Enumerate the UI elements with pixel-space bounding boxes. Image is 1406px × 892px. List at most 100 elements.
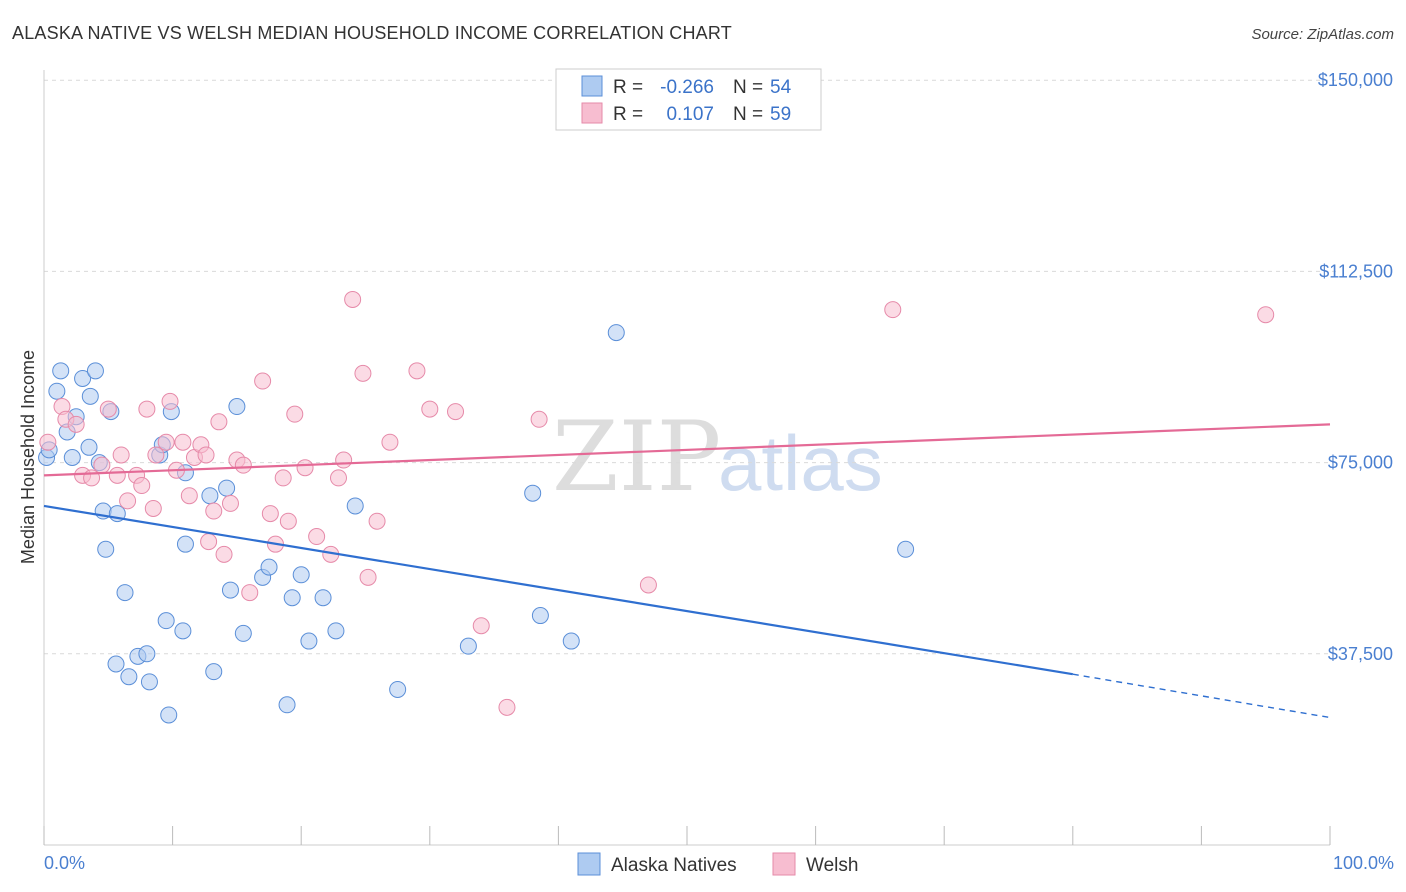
welsh-point-44: [354, 364, 372, 382]
alaska-natives-point-27: [174, 622, 192, 640]
chart-title: ALASKA NATIVE VS WELSH MEDIAN HOUSEHOLD …: [12, 23, 732, 43]
series-welsh: [39, 290, 1275, 716]
alaska-natives-point-43: [327, 622, 345, 640]
welsh-point-45: [359, 568, 377, 586]
watermark-zip: ZIP: [552, 401, 721, 513]
alaska-natives-point-51: [897, 540, 915, 558]
welsh-point-9: [112, 446, 130, 464]
legend-swatch-blue: [581, 75, 603, 97]
welsh-point-17: [161, 392, 179, 410]
chart-source: Source: ZipAtlas.com: [1251, 26, 1394, 43]
welsh-point-12: [133, 477, 151, 495]
alaska-natives-point-13: [97, 540, 115, 558]
x-ticks: [43, 826, 1331, 845]
alaska-natives-point-30: [201, 487, 219, 505]
alaska-natives-point-25: [160, 706, 178, 724]
alaska-natives-point-7: [74, 369, 92, 387]
alaska-natives-point-50: [607, 324, 625, 342]
alaska-natives-point-24: [157, 612, 175, 630]
alaska-natives-point-20: [138, 645, 156, 663]
welsh-point-8: [108, 466, 126, 484]
welsh-point-20: [180, 487, 198, 505]
welsh-point-23: [197, 446, 215, 464]
alaska-natives-point-40: [292, 566, 310, 584]
alaska-natives-point-10: [86, 362, 104, 380]
alaska-natives-point-44: [346, 497, 364, 515]
bottom-legend-swatch-blue: [577, 852, 601, 876]
alaska-natives-point-42: [314, 589, 332, 607]
welsh-point-52: [498, 698, 516, 716]
welsh-point-37: [286, 405, 304, 423]
welsh-point-46: [368, 512, 386, 530]
alaska-natives-point-35: [234, 624, 252, 642]
trend-line-alaska-natives-extension: [1072, 673, 1331, 719]
welsh-point-53: [530, 410, 548, 428]
welsh-point-31: [241, 584, 259, 602]
x-tick-label-max: 100.0%: [1333, 853, 1394, 873]
welsh-point-10: [119, 492, 137, 510]
trend-lines: [43, 423, 1331, 719]
trend-line-alaska-natives: [43, 504, 1073, 676]
alaska-natives-point-31: [205, 663, 223, 681]
welsh-point-25: [205, 502, 223, 520]
welsh-point-13: [138, 400, 156, 418]
welsh-point-36: [279, 512, 297, 530]
welsh-point-41: [329, 469, 347, 487]
welsh-point-15: [147, 446, 165, 464]
alaska-natives-point-49: [562, 632, 580, 650]
bottom-legend-label-welsh: Welsh: [806, 855, 858, 876]
alaska-natives-point-18: [120, 668, 138, 686]
alaska-natives-point-21: [140, 673, 158, 691]
alaska-natives-point-16: [116, 584, 134, 602]
welsh-point-55: [884, 301, 902, 319]
y-axis-label: Median Household Income: [18, 350, 38, 564]
alaska-natives-point-38: [278, 696, 296, 714]
welsh-point-33: [261, 505, 279, 523]
welsh-point-27: [215, 545, 233, 563]
welsh-point-28: [221, 494, 239, 512]
welsh-point-7: [99, 400, 117, 418]
y-tick-label-1: $75,000: [1328, 453, 1393, 473]
alaska-natives-point-46: [459, 637, 477, 655]
bottom-legend: Alaska Natives Welsh: [577, 852, 858, 876]
legend-r-label-1: R =: [613, 77, 643, 98]
legend-r-value-1: -0.266: [660, 77, 714, 98]
alaska-natives-point-48: [531, 607, 549, 625]
alaska-natives-point-47: [524, 484, 542, 502]
welsh-point-0: [39, 433, 57, 451]
welsh-point-35: [274, 469, 292, 487]
welsh-point-48: [408, 362, 426, 380]
welsh-point-38: [296, 459, 314, 477]
alaska-natives-point-3: [52, 362, 70, 380]
welsh-point-3: [67, 415, 85, 433]
welsh-point-39: [308, 528, 326, 546]
welsh-point-56: [1257, 306, 1275, 324]
legend-n-value-2: 59: [770, 104, 791, 125]
y-tick-labels: $37,500 $75,000 $112,500 $150,000: [1318, 70, 1393, 664]
alaska-natives-point-8: [80, 438, 98, 456]
welsh-point-50: [447, 403, 465, 421]
alaska-natives-point-32: [218, 479, 236, 497]
alaska-natives-point-9: [81, 387, 99, 405]
trend-line-welsh: [43, 423, 1331, 477]
legend-r-value-2: 0.107: [666, 104, 714, 125]
watermark: ZIP atlas: [552, 401, 883, 513]
legend-n-label-2: N =: [733, 104, 763, 125]
welsh-point-24: [200, 533, 218, 551]
grid-lines: [44, 79, 1336, 655]
legend-n-value-1: 54: [770, 77, 792, 98]
series-alaska-natives: [38, 324, 915, 724]
welsh-point-16: [157, 433, 175, 451]
welsh-point-32: [254, 372, 272, 390]
alaska-natives-point-33: [221, 581, 239, 599]
legend-box: R = -0.266 N = 54 R = 0.107 N = 59: [555, 68, 822, 131]
alaska-natives-point-39: [283, 589, 301, 607]
y-tick-label-3: $150,000: [1318, 70, 1393, 90]
alaska-natives-point-45: [389, 680, 407, 698]
welsh-point-47: [381, 433, 399, 451]
legend-n-label-1: N =: [733, 77, 763, 98]
bottom-legend-label-alaska-natives: Alaska Natives: [611, 855, 737, 876]
alaska-natives-point-17: [107, 655, 125, 673]
welsh-point-26: [210, 413, 228, 431]
